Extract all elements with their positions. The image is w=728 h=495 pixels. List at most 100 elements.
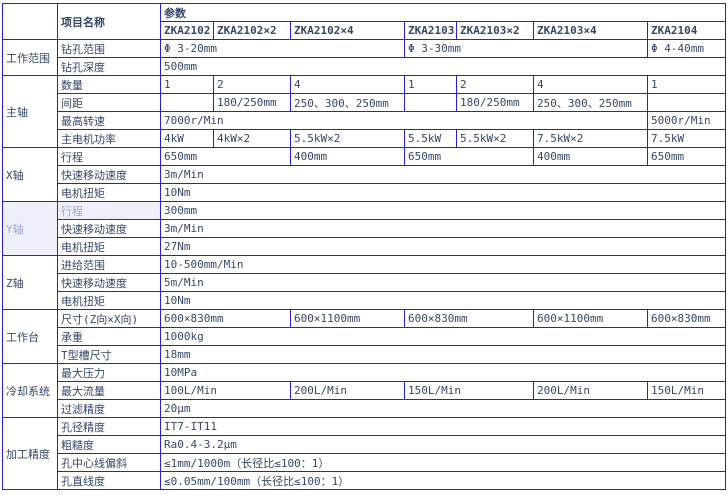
value-cell: 10-500mm/Min (159, 255, 727, 274)
model-header-zka2103x4: ZKA2103×4 (533, 21, 648, 40)
value-cell: 4 (533, 75, 648, 94)
param-label-cell: 主电机功率 (57, 129, 161, 148)
model-header-zka2104: ZKA2104 (646, 21, 727, 40)
value-cell: 150L/Min (404, 381, 534, 400)
param-label-cell: T型槽尺寸 (57, 345, 161, 364)
model-header-zka2103x2: ZKA2103×2 (456, 21, 534, 40)
model-header-zka2102x2: ZKA2102×2 (213, 21, 291, 40)
value-cell: 650mm (646, 147, 727, 166)
value-cell: 3m/Min (159, 165, 727, 184)
param-label-cell: 快速移动速度 (57, 273, 161, 292)
param-label-cell: 快速移动速度 (57, 165, 161, 184)
table-row: 主电机功率 4kW 4kW×2 5.5kW×2 5.5kW 5.5kW×2 7.… (3, 129, 727, 148)
value-cell: 4 (290, 75, 405, 94)
table-row: 快速移动速度 3m/Min (3, 219, 727, 238)
spec-table: 项目名称 参数 ZKA2102 ZKA2102×2 ZKA2102×4 ZKA2… (2, 3, 727, 490)
table-row: 电机扭矩 10Nm (3, 183, 727, 202)
group-cell-x-axis: X轴 (2, 147, 58, 202)
table-row: 电机扭矩 27Nm (3, 237, 727, 256)
param-label-cell: 尺寸(Z向×X向) (57, 309, 161, 328)
model-header-zka2102x4: ZKA2102×4 (290, 21, 405, 40)
value-cell: 650mm (404, 147, 534, 166)
table-row: 承重 1000kg (3, 327, 727, 346)
header-row-2: ZKA2102 ZKA2102×2 ZKA2102×4 ZKA2103 ZKA2… (3, 21, 727, 40)
value-cell: 5.5kW×2 (290, 129, 405, 148)
param-label-cell: 过滤精度 (57, 399, 161, 418)
value-cell: 400mm (290, 147, 405, 166)
value-cell (404, 93, 457, 112)
param-label-cell: 行程 (57, 201, 161, 220)
param-label-cell: 承重 (57, 327, 161, 346)
value-cell: ≤1mm/1000m（长径比≤100：1） (159, 453, 727, 472)
value-cell: 150L/Min (646, 381, 727, 400)
table-row: 电机扭矩 10Nm (3, 291, 727, 310)
param-label-cell: 数量 (57, 75, 161, 94)
table-row: 工作台 尺寸(Z向×X向) 600×830mm 600×1100mm 600×8… (2, 309, 727, 364)
value-cell: 200L/Min (533, 381, 648, 400)
value-cell: 600×1100mm (533, 309, 648, 328)
group-cell-accuracy: 加工精度 (2, 417, 58, 490)
value-cell: 4kW (160, 129, 214, 148)
value-cell: 400mm (533, 147, 648, 166)
table-row: Z轴 进给范围 10-500mm/Min (2, 255, 727, 310)
param-label-cell: 粗糙度 (57, 435, 161, 454)
param-label-cell: 最大压力 (57, 363, 161, 382)
value-cell: 180/250mm (213, 93, 291, 112)
params-header: 参数 (159, 3, 727, 22)
value-cell: Ra0.4-3.2μm (159, 435, 727, 454)
value-cell: ≤0.05mm/100mm（长径比≤100：1） (159, 471, 727, 490)
param-label-cell: 孔直线度 (57, 471, 161, 490)
table-row: 主轴 数量 1 2 4 1 2 4 1 (2, 75, 727, 148)
item-name-header: 项目名称 (57, 3, 161, 40)
param-label-cell: 电机扭矩 (57, 237, 161, 256)
param-label-cell: 快速移动速度 (57, 219, 161, 238)
value-cell: 10Nm (159, 291, 727, 310)
group-cell-worktable: 工作台 (2, 309, 58, 364)
table-row: 最大流量 100L/Min 200L/Min 150L/Min 200L/Min… (3, 381, 727, 400)
value-cell: 7.5kW×2 (533, 129, 648, 148)
value-cell: 5000r/Min (646, 111, 727, 130)
value-cell: 1 (646, 75, 727, 94)
param-label-cell: 电机扭矩 (57, 291, 161, 310)
param-label-cell: 钻孔范围 (57, 39, 161, 58)
value-cell: 600×1100mm (290, 309, 405, 328)
value-cell: 18mm (159, 345, 727, 364)
table-row: 钻孔深度 500mm (3, 57, 727, 76)
value-cell: 5.5kW×2 (456, 129, 534, 148)
table-row: 冷却系统 最大压力 10MPa (2, 363, 727, 418)
value-cell: 7.5kW (646, 129, 727, 148)
value-cell: 1 (404, 75, 457, 94)
value-cell (160, 93, 214, 112)
value-cell: 1000kg (159, 327, 727, 346)
value-cell: 500mm (159, 57, 727, 76)
group-cell-spindle: 主轴 (2, 75, 58, 148)
value-cell: Φ 4-40mm (646, 39, 727, 58)
param-label-cell: 间距 (57, 93, 161, 112)
model-header-zka2103: ZKA2103 (404, 21, 457, 40)
group-cell-z-axis: Z轴 (2, 255, 58, 310)
value-cell: 5.5kW (404, 129, 457, 148)
value-cell: Φ 3-30mm (404, 39, 648, 58)
param-label-cell: 进给范围 (57, 255, 161, 274)
value-cell: Φ 3-20mm (160, 39, 405, 58)
table-row: X轴 行程 650mm 400mm 650mm 400mm 650mm (2, 147, 727, 202)
group-cell-work-range: 工作范围 (2, 39, 58, 76)
param-label-cell: 最大流量 (57, 381, 161, 400)
table-row: T型槽尺寸 18mm (3, 345, 727, 364)
param-label-cell: 行程 (57, 147, 161, 166)
table-row: 加工精度 孔径精度 IT7-IT11 (2, 417, 727, 490)
value-cell: 250、300、250mm (290, 93, 405, 112)
value-cell (646, 93, 727, 112)
value-cell: 2 (213, 75, 291, 94)
table-row: 粗糙度 Ra0.4-3.2μm (3, 435, 727, 454)
value-cell: 600×830mm (646, 309, 727, 328)
value-cell: 7000r/Min (160, 111, 648, 130)
group-cell-cooling: 冷却系统 (2, 363, 58, 418)
value-cell: 600×830mm (404, 309, 534, 328)
param-label-cell: 孔中心线偏斜 (57, 453, 161, 472)
param-label-cell: 钻孔深度 (57, 57, 161, 76)
param-label-cell: 最高转速 (57, 111, 161, 130)
table-row: 间距 180/250mm 250、300、250mm 180/250mm 250… (3, 93, 727, 112)
table-row: Y轴 行程 300mm (2, 201, 727, 256)
table-row: 过滤精度 20μm (3, 399, 727, 418)
